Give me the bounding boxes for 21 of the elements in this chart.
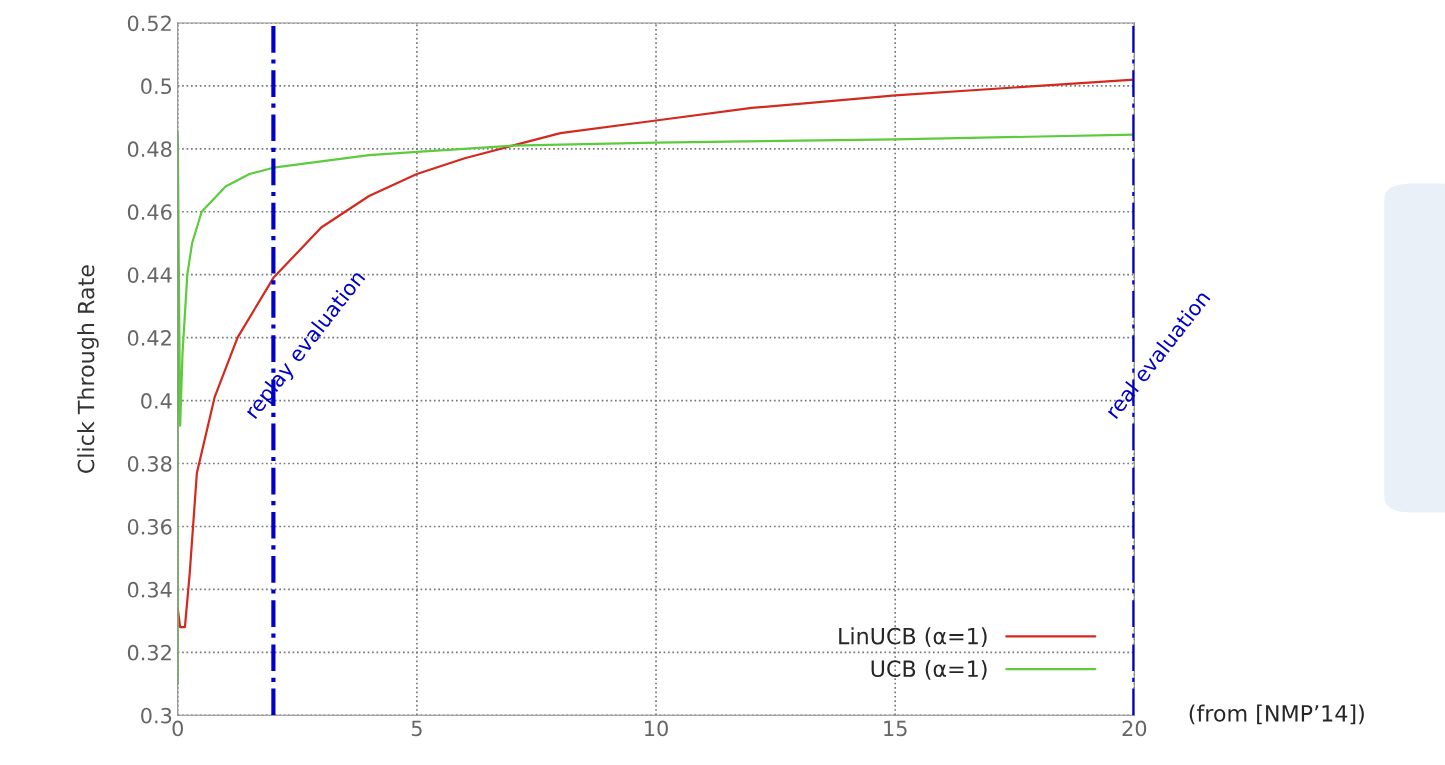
legend-label: LinUCB (α=1) [839, 627, 987, 648]
y-tick-label: 0.52 [127, 15, 171, 32]
y-tick-label: 0.3 [141, 707, 172, 724]
y-tick-label: 0.42 [127, 330, 171, 346]
y-tick-label: 0.48 [127, 141, 172, 158]
x-tick-label: 15 [884, 720, 907, 737]
y-tick-label: 0.36 [127, 518, 172, 535]
y-tick-label: 0.4 [141, 393, 172, 409]
y-tick-label: 0.46 [127, 204, 172, 220]
text: (from [NMP’14]) [1189, 704, 1364, 725]
x-tick-label: 20 [1122, 720, 1147, 737]
y-tick-label: 0.34 [127, 581, 172, 598]
x-tick-label: 0 [172, 720, 183, 737]
y-tick-label: 0.38 [127, 455, 172, 472]
y-tick-label: 0.5 [141, 78, 172, 95]
x-tick-label: 5 [411, 720, 422, 737]
y-tick-label: 0.32 [127, 644, 171, 661]
legend-label: UCB (α=1) [871, 659, 987, 680]
y-axis-title: Click Through Rate [77, 265, 99, 473]
x-tick-label: 10 [645, 720, 668, 737]
y-tick-label: 0.44 [127, 267, 172, 283]
